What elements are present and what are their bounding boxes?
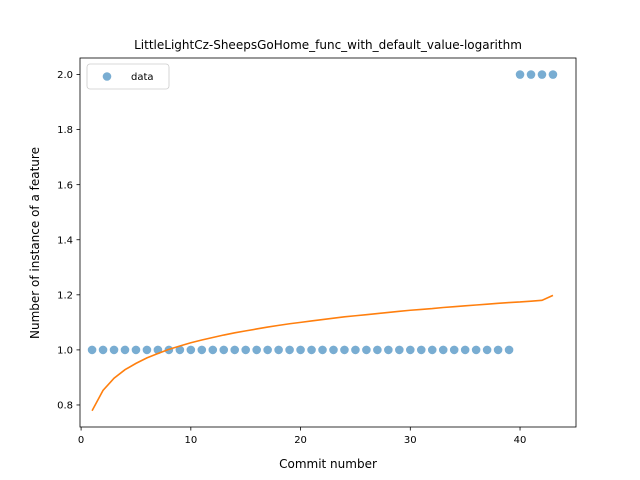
data-point (439, 346, 448, 355)
y-tick-label: 0.8 (57, 401, 73, 412)
x-tick-label: 40 (514, 435, 527, 446)
data-point (110, 346, 119, 355)
y-tick-label: 2.0 (57, 70, 73, 81)
y-tick-label: 1.4 (57, 235, 73, 246)
data-point (230, 346, 239, 355)
data-point (219, 346, 228, 355)
legend-box (87, 64, 169, 89)
data-point (494, 346, 503, 355)
data-point (472, 346, 481, 355)
x-tick-label: 30 (404, 435, 417, 446)
data-point (340, 346, 349, 355)
x-tick-label: 0 (78, 435, 84, 446)
data-point (538, 70, 547, 79)
data-point (121, 346, 130, 355)
x-tick-label: 10 (184, 435, 197, 446)
data-point (318, 346, 327, 355)
data-point (263, 346, 272, 355)
data-point (428, 346, 437, 355)
data-point (88, 346, 97, 355)
data-point (274, 346, 283, 355)
y-tick-label: 1.8 (57, 125, 73, 136)
data-point (516, 70, 525, 79)
data-point (461, 346, 470, 355)
data-point (395, 346, 404, 355)
data-point (505, 346, 514, 355)
data-point (99, 346, 108, 355)
data-point (198, 346, 207, 355)
data-point (329, 346, 338, 355)
x-tick-label: 20 (294, 435, 307, 446)
data-point (252, 346, 261, 355)
y-axis-label: Number of instance of a feature (28, 147, 42, 339)
data-point (143, 346, 152, 355)
data-point (351, 346, 360, 355)
y-tick-label: 1.2 (57, 290, 73, 301)
data-point (406, 346, 415, 355)
data-point (450, 346, 459, 355)
data-point (384, 346, 393, 355)
data-point (362, 346, 371, 355)
data-point (417, 346, 426, 355)
legend: data (87, 64, 169, 89)
data-point (307, 346, 316, 355)
y-tick-label: 1.0 (57, 345, 73, 356)
data-point (527, 70, 536, 79)
data-point (241, 346, 250, 355)
legend-marker (103, 72, 112, 81)
data-point (132, 346, 141, 355)
data-point (285, 346, 294, 355)
x-axis-label: Commit number (279, 457, 377, 471)
data-point (373, 346, 382, 355)
data-point (296, 346, 305, 355)
data-point (187, 346, 196, 355)
chart-title: LittleLightCz-SheepsGoHome_func_with_def… (134, 38, 522, 52)
data-point (549, 70, 558, 79)
legend-label: data (131, 72, 154, 83)
data-point (208, 346, 217, 355)
data-point (483, 346, 492, 355)
y-tick-label: 1.6 (57, 180, 73, 191)
